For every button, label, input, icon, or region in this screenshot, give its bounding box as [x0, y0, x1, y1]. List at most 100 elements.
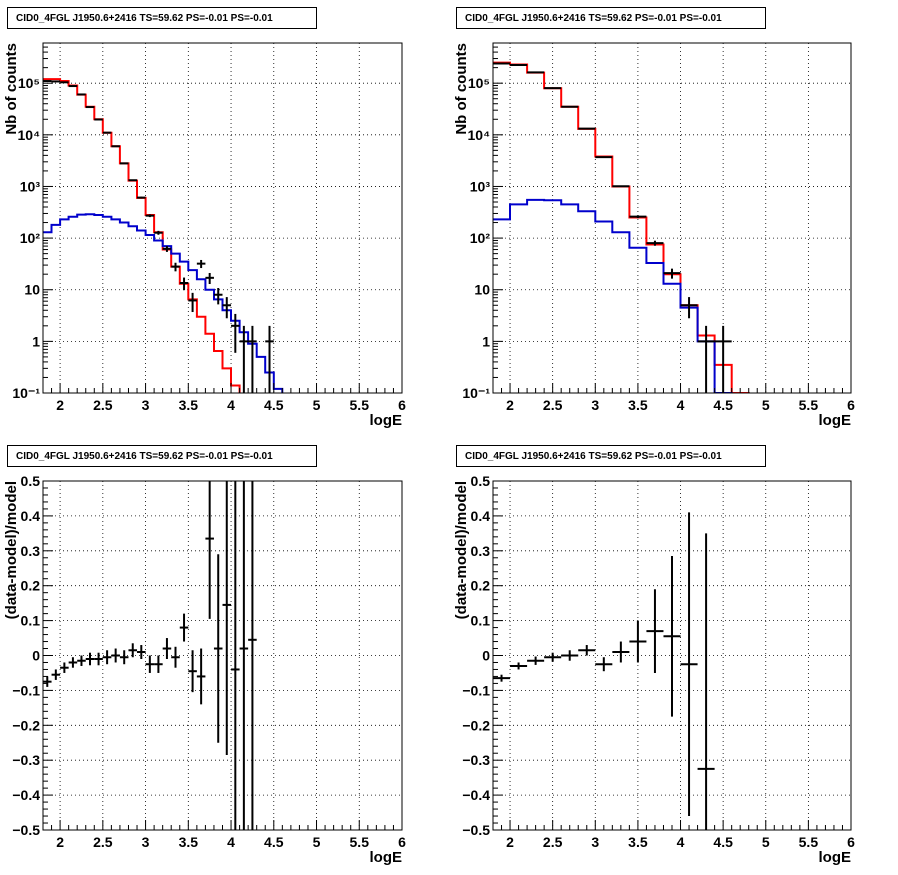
data-point: [171, 647, 180, 668]
data-point: [120, 163, 129, 164]
y-tick-label: 0.3: [471, 543, 491, 559]
plot-content: [493, 63, 851, 409]
plot-content: [493, 512, 715, 830]
data-point: [527, 657, 544, 665]
x-tick-label: 5.5: [799, 397, 819, 413]
x-tick-label: 2.5: [543, 397, 563, 413]
x-tick-label: 3.5: [179, 397, 199, 413]
data-point: [94, 653, 103, 666]
y-axis-ticks: [43, 43, 53, 393]
x-tick-label: 5: [762, 397, 770, 413]
data-point: [578, 645, 595, 655]
x-tick-label: 2: [506, 834, 514, 850]
data-point: [171, 263, 180, 272]
x-tick-label: 3: [142, 834, 150, 850]
y-tick-label: 0.5: [471, 473, 491, 489]
y-tick-label: 10⁵: [468, 75, 490, 91]
x-tick-label: 5: [313, 397, 321, 413]
x-tick-label: 2.5: [543, 834, 563, 850]
data-point: [646, 589, 663, 673]
x-tick-label: 4.5: [264, 834, 284, 850]
panel-title-bottom-right: CID0_4FGL J1950.6+2416 TS=59.62 PS=-0.01…: [456, 445, 766, 467]
x-tick-label: 5: [762, 834, 770, 850]
data-point: [137, 645, 146, 659]
data-point: [595, 657, 612, 671]
data-point: [223, 297, 232, 318]
y-tick-label: 0.2: [471, 578, 491, 594]
x-tick-label: 5.5: [350, 834, 370, 850]
y-tick-label: 10⁴: [18, 127, 41, 143]
y-tick-label: 1: [482, 333, 490, 349]
x-tick-label: 4: [227, 834, 235, 850]
y-tick-label: 0.1: [471, 613, 491, 629]
y-tick-label: 0: [482, 648, 490, 664]
x-tick-label: 6: [398, 834, 406, 850]
data-point: [77, 656, 86, 666]
panel-title-bottom-left: CID0_4FGL J1950.6+2416 TS=59.62 PS=-0.01…: [7, 445, 317, 467]
data-point: [180, 614, 189, 642]
y-tick-label: 0.3: [21, 543, 41, 559]
data-point: [663, 556, 680, 717]
x-tick-label: 3: [142, 397, 150, 413]
data-point: [612, 186, 629, 187]
y-tick-label: 0: [32, 648, 40, 664]
y-tick-label: 10: [24, 282, 40, 298]
histogram-background: [493, 200, 851, 409]
x-tick-label: 2.5: [93, 397, 113, 413]
y-axis-ticks: [493, 43, 503, 393]
data-point: [663, 269, 680, 279]
data-point: [154, 656, 163, 673]
x-axis-ticks: [43, 820, 402, 830]
panel-title-top-left: CID0_4FGL J1950.6+2416 TS=59.62 PS=-0.01…: [7, 7, 317, 29]
x-axis-ticks: [43, 383, 402, 393]
data-point: [111, 146, 120, 147]
x-tick-label: 5.5: [350, 397, 370, 413]
data-point: [120, 650, 129, 664]
y-axis-label: (data-model)/model: [453, 481, 470, 619]
data-point: [137, 197, 146, 199]
histogram-model: [43, 79, 402, 408]
x-tick-label: 5.5: [799, 834, 819, 850]
data-point: [265, 326, 274, 393]
x-tick-label: 2: [506, 397, 514, 413]
data-point: [715, 326, 732, 393]
y-tick-label: 1: [32, 333, 40, 349]
y-tick-label: −0.4: [12, 787, 40, 803]
y-tick-label: −0.5: [12, 822, 40, 838]
histogram-background: [43, 214, 402, 408]
data-point: [248, 326, 257, 393]
x-axis-label: logE: [370, 412, 403, 429]
x-tick-label: 3: [591, 397, 599, 413]
data-point: [214, 554, 223, 742]
data-point: [111, 649, 120, 663]
x-tick-label: 6: [398, 397, 406, 413]
x-tick-label: 2: [56, 397, 64, 413]
x-tick-label: 3.5: [628, 834, 648, 850]
y-tick-label: 0.1: [21, 613, 41, 629]
y-tick-label: 0.4: [21, 508, 41, 524]
data-point: [43, 676, 52, 686]
data-point: [214, 288, 223, 304]
data-point: [52, 669, 61, 679]
y-tick-label: −0.1: [12, 682, 40, 698]
x-tick-label: 4.5: [713, 834, 733, 850]
y-tick-label: 0.4: [471, 508, 491, 524]
data-point: [629, 621, 646, 663]
grid: [43, 481, 402, 830]
x-tick-label: 6: [847, 834, 855, 850]
data-point: [205, 481, 214, 619]
data-point: [60, 662, 69, 672]
x-axis-label: logE: [819, 412, 852, 429]
data-point: [698, 533, 715, 830]
y-axis-ticks: [493, 481, 503, 830]
data-points: [43, 81, 274, 393]
y-tick-label: −0.4: [462, 787, 490, 803]
x-tick-label: 2: [56, 834, 64, 850]
y-axis-ticks: [43, 481, 53, 830]
y-tick-label: 10³: [470, 178, 491, 194]
x-tick-label: 3: [591, 834, 599, 850]
data-point: [205, 273, 214, 284]
